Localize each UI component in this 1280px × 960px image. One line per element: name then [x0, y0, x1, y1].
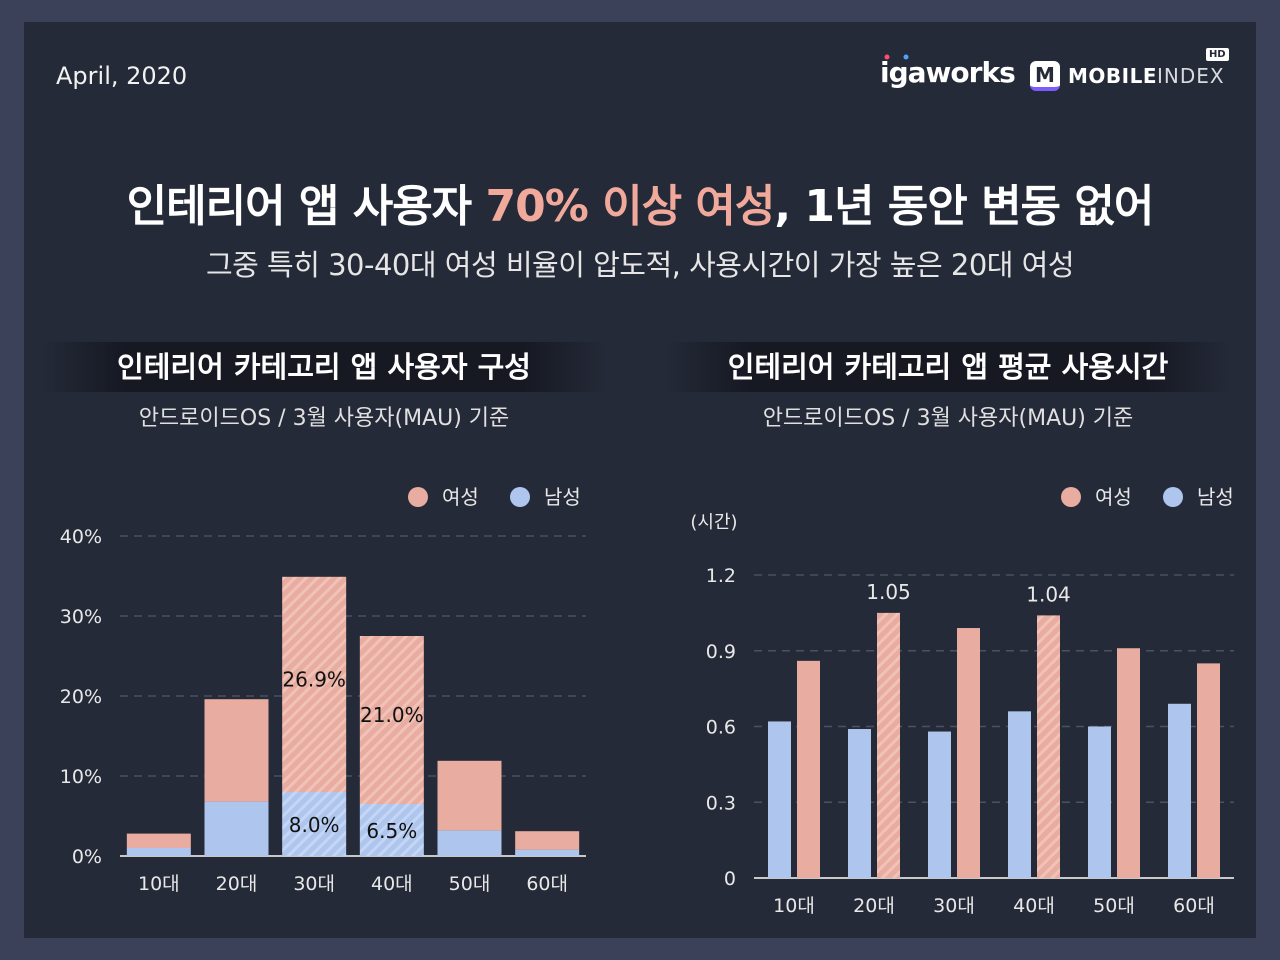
chart2-ytick-label: 0.6 — [706, 717, 736, 739]
chart1-data-label: 26.9% — [282, 667, 346, 691]
chart2-title: 인테리어 카테고리 앱 평균 사용시간 — [664, 342, 1232, 392]
igaworks-logo-text: igaworks — [880, 56, 1016, 89]
title-part2: , 1년 동안 변동 없어 — [774, 181, 1154, 232]
chart1-ytick-label: 30% — [60, 606, 102, 628]
chart1-bar-male — [515, 849, 580, 856]
chart1-data-label: 6.5% — [366, 819, 417, 843]
chart1-title: 인테리어 카테고리 앱 사용자 구성 — [40, 342, 608, 392]
chart2-xtick-label: 30대 — [933, 895, 975, 917]
chart2-ytick-label: 0 — [724, 868, 736, 890]
user-composition-chart: 0% 10% 20% 30% 40% 10대 20대 30대 40대 50대 60대 26.9% 21.… — [60, 485, 586, 895]
chart2-bar-female — [1197, 663, 1220, 878]
chart2-xtick-label: 40대 — [1013, 895, 1055, 917]
chart1-bar-female — [126, 833, 191, 848]
chart1-ytick-label: 0% — [72, 846, 102, 868]
chart2-bar-female — [957, 628, 980, 878]
chart1-xtick-label: 10대 — [138, 873, 180, 895]
chart2-xtick-label: 20대 — [853, 895, 895, 917]
chart1-ytick-label: 40% — [60, 526, 102, 548]
chart2-subtitle: 안드로이드OS / 3월 사용자(MAU) 기준 — [762, 406, 1134, 431]
chart1-legend-female-swatch — [408, 487, 428, 507]
report-date: April, 2020 — [56, 62, 188, 90]
igaworks-dots-icon — [884, 54, 909, 60]
chart1-bar-female — [437, 760, 502, 831]
chart1-xtick-label: 60대 — [526, 873, 568, 895]
chart1-bar-male — [126, 848, 191, 856]
chart2-ylabel: (시간) — [690, 512, 737, 533]
chart1-xtick-label: 50대 — [449, 873, 491, 895]
chart2-bar-male — [1088, 726, 1111, 878]
chart1-ytick-label: 20% — [60, 686, 102, 708]
chart2-legend-female-label: 여성 — [1095, 485, 1132, 509]
chart1-bar-male — [204, 801, 269, 856]
infographic-panel: April, 2020 igaworks M MOBILE INDEX HD 인… — [24, 22, 1256, 938]
chart1-legend-male-swatch — [510, 487, 530, 507]
chart1-xtick-label: 40대 — [371, 873, 413, 895]
chart2-bar-male — [768, 721, 791, 878]
chart2-bar-female — [797, 660, 820, 878]
chart2-ytick-label: 1.2 — [706, 565, 736, 587]
chart2-bar-male — [848, 729, 871, 878]
chart2-xtick-label: 10대 — [773, 895, 815, 917]
chart2-legend-male-swatch — [1163, 487, 1183, 507]
mobileindex-logo-text-bold: MOBILE — [1068, 64, 1157, 88]
chart2-ytick-label: 0.3 — [706, 792, 736, 814]
title-highlight: 70% 이상 여성 — [485, 181, 775, 232]
chart2-bar-female — [877, 612, 900, 878]
chart2-legend-female-swatch — [1061, 487, 1081, 507]
mobileindex-m-letter: M — [1035, 63, 1055, 87]
mobileindex-hd-badge: HD — [1205, 48, 1229, 61]
chart1-xtick-label: 20대 — [216, 873, 258, 895]
chart1-bar-female — [282, 576, 347, 792]
chart2-ytick-label: 0.9 — [706, 641, 736, 663]
chart1-legend-male-label: 남성 — [544, 485, 581, 509]
chart2-data-label: 1.04 — [1026, 582, 1071, 606]
igaworks-logo: igaworks — [880, 54, 1016, 89]
chart1-bar-female — [204, 699, 269, 802]
chart2-bar-female — [1117, 648, 1140, 878]
chart1-bar-male — [282, 792, 347, 856]
page-subtitle: 그중 특히 30-40대 여성 비율이 압도적, 사용시간이 가장 높은 20대… — [205, 248, 1075, 282]
chart1-bar-male — [437, 830, 502, 856]
chart2-xtick-label: 60대 — [1173, 895, 1215, 917]
chart1-xtick-label: 30대 — [293, 873, 335, 895]
chart2-bar-male — [1168, 703, 1191, 878]
chart1-data-label: 21.0% — [360, 703, 424, 727]
page-title: 인테리어 앱 사용자 70% 이상 여성, 1년 동안 변동 없어 — [24, 170, 1256, 234]
mobileindex-logo-text-light: INDEX — [1157, 64, 1225, 88]
chart2-bar-male — [928, 731, 951, 878]
chart2-xtick-label: 50대 — [1093, 895, 1135, 917]
chart1-bar-female — [359, 636, 424, 804]
chart1-data-label: 8.0% — [289, 813, 340, 837]
chart2-legend-male-label: 남성 — [1197, 485, 1234, 509]
chart1-bar-male — [359, 804, 424, 856]
chart2-data-label: 1.05 — [866, 580, 911, 604]
chart1-bar-female — [515, 831, 580, 850]
title-part1: 인테리어 앱 사용자 — [126, 181, 486, 232]
chart1-ytick-label: 10% — [60, 766, 102, 788]
chart2-bar-male — [1008, 711, 1031, 878]
mobileindex-m-icon: M — [1030, 61, 1060, 91]
chart1-legend-female-label: 여성 — [442, 485, 479, 509]
chart1-subtitle: 안드로이드OS / 3월 사용자(MAU) 기준 — [138, 406, 510, 431]
chart2-bar-female — [1037, 615, 1060, 878]
usage-time-chart: 0 0.3 0.6 0.9 1.2 (시간) 10대 20대 30대 40대 50대 60대 1.05 1… — [690, 485, 1234, 917]
mobileindex-logo: M MOBILE INDEX HD — [1030, 48, 1229, 96]
